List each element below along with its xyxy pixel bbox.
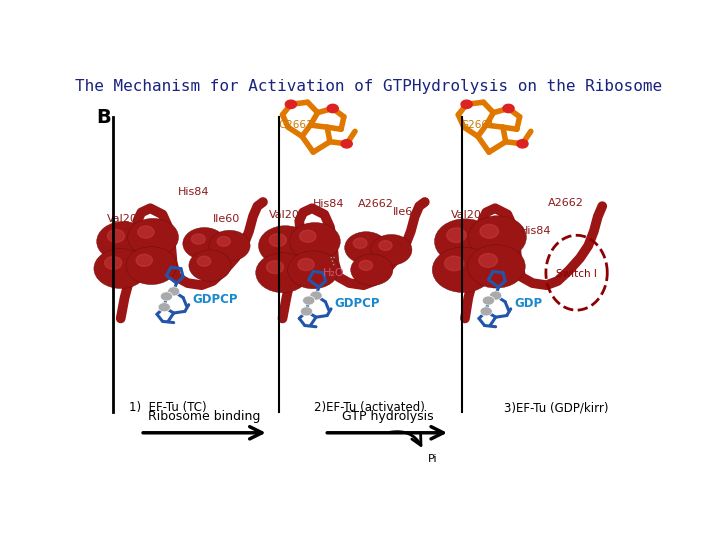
Circle shape: [467, 245, 526, 288]
Circle shape: [104, 256, 122, 269]
Text: Val20: Val20: [451, 210, 482, 220]
Circle shape: [269, 234, 287, 246]
Text: Ile60: Ile60: [393, 207, 420, 218]
Circle shape: [503, 104, 514, 113]
Text: G2661: G2661: [461, 120, 495, 130]
Circle shape: [158, 302, 171, 312]
Text: His84: His84: [520, 226, 551, 236]
Circle shape: [351, 254, 393, 286]
Circle shape: [127, 218, 179, 256]
Circle shape: [94, 248, 148, 288]
Circle shape: [217, 237, 230, 246]
Circle shape: [480, 307, 492, 316]
Text: 2)EF-Tu (activated): 2)EF-Tu (activated): [314, 401, 424, 414]
Text: A2662: A2662: [359, 199, 394, 209]
Text: GTP hydrolysis: GTP hydrolysis: [341, 410, 433, 423]
Text: Switch I: Switch I: [556, 268, 597, 279]
Circle shape: [107, 230, 125, 242]
Circle shape: [298, 259, 314, 271]
Circle shape: [310, 291, 322, 300]
Text: His84: His84: [312, 199, 344, 209]
Circle shape: [327, 104, 338, 113]
Circle shape: [444, 256, 464, 271]
Circle shape: [289, 222, 341, 260]
Circle shape: [96, 221, 150, 261]
Circle shape: [359, 260, 373, 271]
Text: The Mechanism for Activation of GTPHydrolysis on the Ribosome: The Mechanism for Activation of GTPHydro…: [76, 79, 662, 94]
Text: Pi: Pi: [428, 454, 437, 463]
Circle shape: [197, 256, 211, 266]
Circle shape: [468, 216, 526, 259]
Text: G2661: G2661: [278, 120, 312, 130]
Circle shape: [379, 241, 392, 251]
Circle shape: [168, 287, 180, 296]
Circle shape: [258, 226, 312, 266]
Text: Val20: Val20: [107, 214, 138, 224]
Circle shape: [192, 234, 205, 244]
Circle shape: [517, 140, 528, 148]
Circle shape: [446, 228, 466, 242]
Circle shape: [345, 232, 388, 264]
Text: GDPCP: GDPCP: [334, 298, 380, 310]
Text: H₂O: H₂O: [323, 268, 345, 278]
Circle shape: [300, 230, 316, 242]
Circle shape: [461, 100, 472, 109]
Text: Ribosome binding: Ribosome binding: [148, 410, 261, 423]
Text: His84: His84: [178, 187, 209, 197]
Circle shape: [482, 296, 495, 305]
Circle shape: [479, 253, 498, 267]
Circle shape: [354, 238, 367, 248]
Circle shape: [341, 140, 352, 148]
Circle shape: [126, 247, 177, 285]
Circle shape: [209, 230, 250, 261]
Text: Val20: Val20: [269, 210, 300, 220]
Circle shape: [285, 100, 297, 109]
Circle shape: [136, 254, 153, 266]
Circle shape: [189, 250, 231, 281]
Text: Ile60: Ile60: [213, 214, 240, 224]
Text: 1)  EF-Tu (TC): 1) EF-Tu (TC): [130, 401, 207, 414]
Circle shape: [490, 291, 502, 300]
Circle shape: [183, 227, 226, 260]
Circle shape: [300, 307, 312, 316]
Text: GDP: GDP: [514, 298, 542, 310]
Circle shape: [288, 251, 338, 289]
Text: GDPCP: GDPCP: [192, 293, 238, 306]
Circle shape: [138, 226, 154, 238]
Circle shape: [371, 234, 412, 265]
Text: B: B: [96, 109, 111, 127]
Circle shape: [480, 225, 498, 238]
Circle shape: [432, 247, 493, 293]
Text: A2662: A2662: [547, 198, 583, 208]
Circle shape: [434, 219, 495, 264]
Circle shape: [266, 261, 284, 273]
Text: 3)EF-Tu (GDP/kirr): 3)EF-Tu (GDP/kirr): [504, 401, 608, 414]
Circle shape: [302, 296, 315, 305]
Circle shape: [256, 253, 310, 293]
Circle shape: [161, 292, 173, 301]
